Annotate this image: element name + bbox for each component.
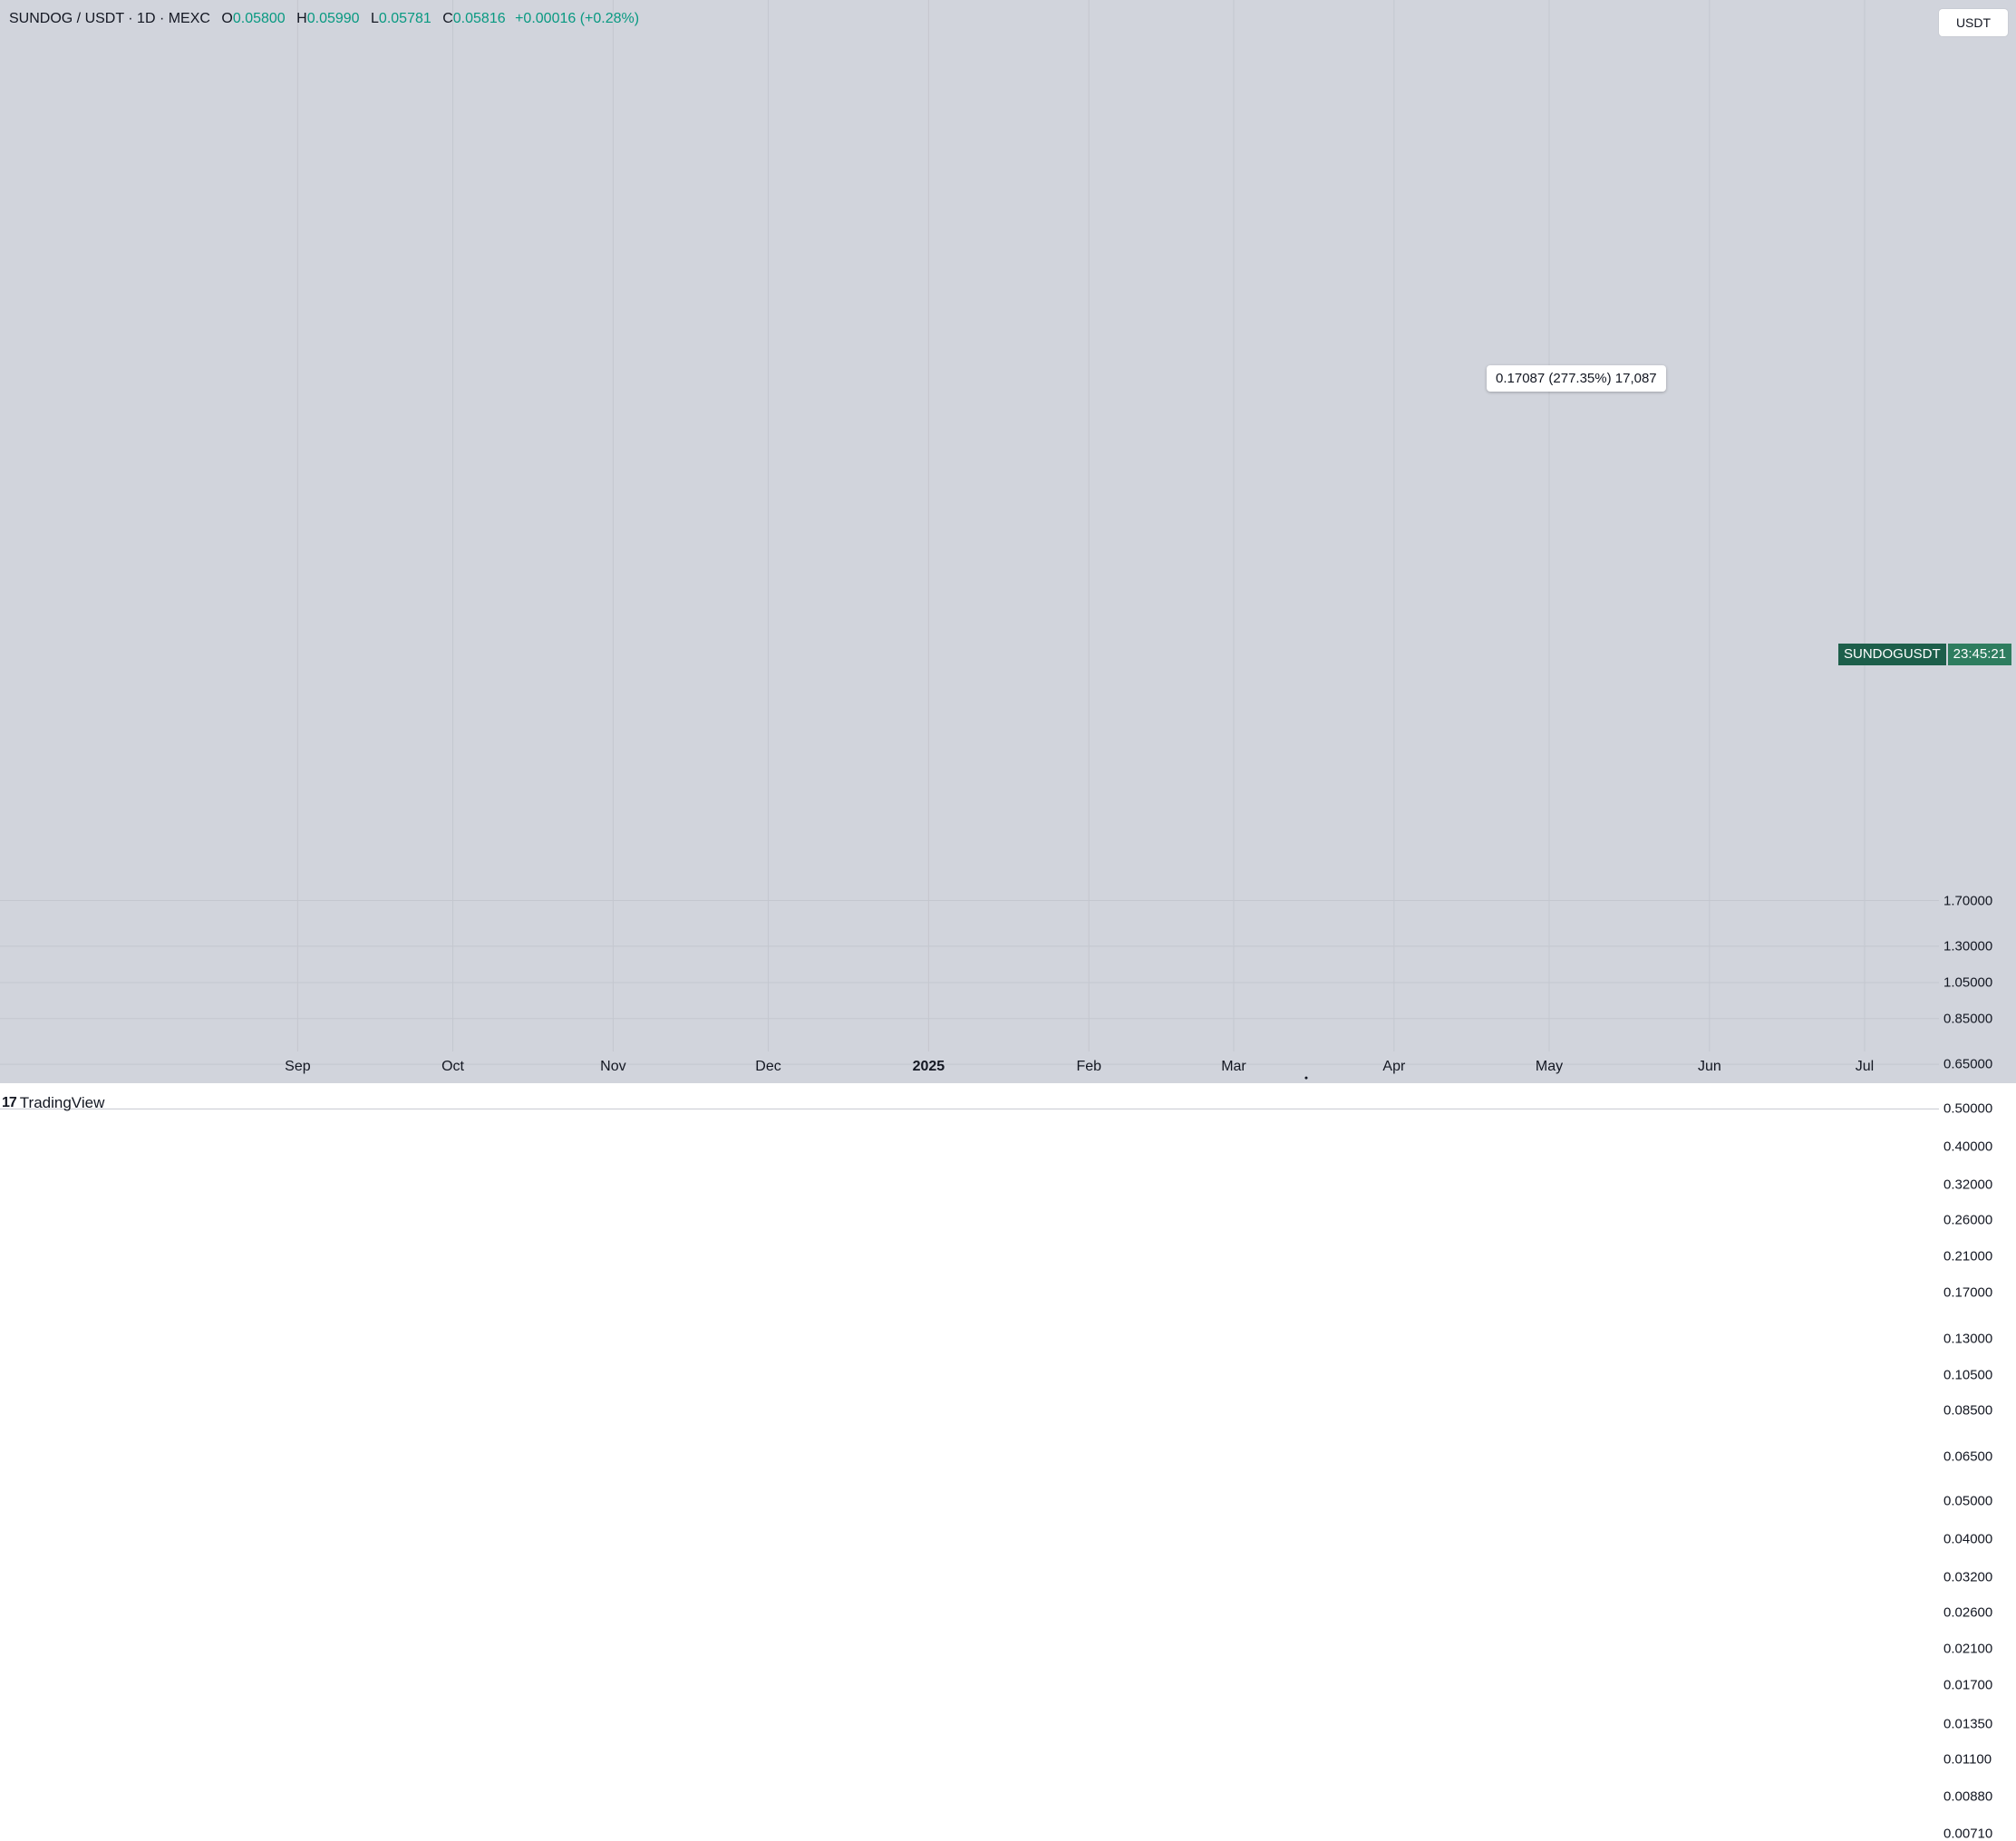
bar-countdown: 23:45:21 [1947, 644, 2012, 665]
tradingview-brand[interactable]: 17 TradingView [2, 1094, 104, 1112]
measure-tooltip: 0.17087 (277.35%) 17,087 [1487, 365, 1666, 392]
time-tick-label: Apr [1382, 1059, 1406, 1074]
low-label: L [371, 11, 379, 26]
last-price-tag: SUNDOGUSDT 23:45:21 [1838, 644, 2012, 665]
time-tick-label: Jul [1855, 1059, 1875, 1074]
price-tick-label: 0.21000 [1943, 1248, 1993, 1264]
price-tick-label: 0.50000 [1943, 1100, 1993, 1117]
brand-name: TradingView [19, 1094, 105, 1111]
grid-lines [0, 0, 1939, 1109]
time-tick-label: May [1535, 1059, 1564, 1074]
high-label: H [296, 11, 307, 26]
symbol-title[interactable]: SUNDOG / USDT · 1D · MEXC [9, 11, 210, 26]
price-tick-label: 0.85000 [1943, 1011, 1993, 1027]
change-value: +0.00016 (+0.28%) [515, 11, 640, 26]
time-tick-label: Jun [1697, 1059, 1721, 1074]
drawings [1304, 1076, 1308, 1080]
price-tick-label: 0.05000 [1943, 1493, 1993, 1509]
time-tick-label: Mar [1221, 1059, 1246, 1074]
low-value: 0.05781 [378, 11, 431, 26]
time-tick-label: Dec [755, 1059, 781, 1074]
price-tick-label: 1.70000 [1943, 893, 1993, 908]
price-tick-label: 0.26000 [1943, 1212, 1993, 1228]
time-tick-label: Oct [441, 1059, 464, 1074]
price-tick-label: 0.65000 [1943, 1056, 1993, 1072]
price-tick-label: 0.03200 [1943, 1569, 1993, 1585]
ticker-symbol-label: SUNDOGUSDT [1838, 644, 1946, 665]
price-tick-label: 0.02600 [1943, 1604, 1993, 1621]
high-value: 0.05990 [306, 11, 360, 26]
ohlc-legend: SUNDOG / USDT · 1D · MEXC O0.05800 H0.05… [9, 11, 639, 27]
price-tick-label: 0.00880 [1943, 1788, 1993, 1805]
price-tick-label: 0.32000 [1943, 1177, 1993, 1193]
chart-svg [0, 0, 1939, 1109]
price-tick-label: 0.01350 [1943, 1716, 1993, 1732]
open-label: O [221, 11, 233, 26]
currency-button[interactable]: USDT [1939, 9, 2008, 36]
price-tick-label: 0.06500 [1943, 1449, 1993, 1465]
price-tick-label: 0.02100 [1943, 1641, 1993, 1657]
price-tick-label: 1.05000 [1943, 974, 1993, 991]
tradingview-logo-icon: 17 [2, 1095, 17, 1110]
open-value: 0.05800 [232, 11, 286, 26]
price-tick-label: 0.04000 [1943, 1531, 1993, 1547]
time-tick-label: Sep [285, 1059, 311, 1074]
price-tick-label: 0.17000 [1943, 1284, 1993, 1301]
price-tick-label: 0.40000 [1943, 1139, 1993, 1155]
price-tick-label: 1.30000 [1943, 938, 1993, 954]
price-tick-label: 0.01100 [1943, 1751, 1992, 1768]
time-tick-label: 2025 [912, 1059, 945, 1074]
time-tick-label: Feb [1076, 1059, 1102, 1074]
price-scale[interactable] [1939, 0, 2016, 1083]
price-tick-label: 0.10500 [1943, 1367, 1993, 1383]
price-tick-label: 0.08500 [1943, 1402, 1993, 1419]
cursor-dot [1304, 1076, 1308, 1080]
price-tick-label: 0.01700 [1943, 1677, 1993, 1693]
price-tick-label: 0.13000 [1943, 1331, 1993, 1347]
time-tick-label: Nov [600, 1059, 626, 1074]
close-value: 0.05816 [452, 11, 506, 26]
chart-canvas[interactable] [0, 0, 1939, 1083]
close-label: C [442, 11, 453, 26]
price-tick-label: 0.00710 [1943, 1826, 1993, 1841]
